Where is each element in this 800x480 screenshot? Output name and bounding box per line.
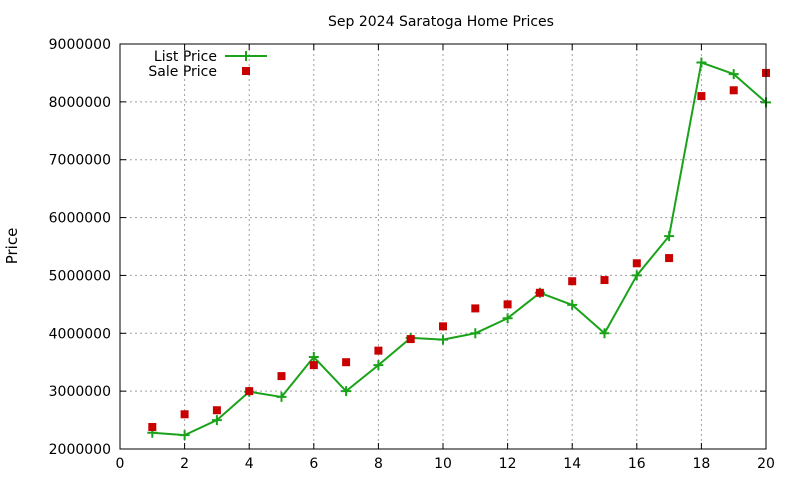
x-axis-tick-labels: 0 2 4 6 8 10 12 14 16 18 20	[116, 456, 775, 472]
x-tick-label: 6	[309, 456, 318, 472]
sale-price-point	[568, 277, 577, 286]
y-tick-label: 6000000	[49, 211, 111, 227]
y-tick-label: 4000000	[49, 326, 111, 342]
list-price-point	[373, 360, 384, 371]
x-tick-label: 2	[180, 456, 189, 472]
list-price-point	[341, 386, 352, 397]
y-tick-label: 9000000	[49, 37, 111, 53]
y-axis-tick-labels: 2000000 3000000 4000000 5000000 6000000 70000…	[49, 37, 111, 458]
sale-price-point	[148, 423, 157, 432]
list-price-point	[599, 328, 610, 339]
chart-title: Sep 2024 Saratoga Home Prices	[328, 14, 554, 30]
plot-area	[147, 57, 771, 441]
x-tick-label: 16	[628, 456, 646, 472]
sale-price-point	[277, 372, 286, 381]
sale-price-point	[503, 300, 512, 309]
sale-price-point	[665, 254, 674, 263]
sale-price-point	[406, 335, 415, 344]
list-price-point	[664, 231, 675, 242]
list-price-line	[152, 61, 767, 437]
sale-price-point	[697, 92, 706, 101]
sale-price-point	[212, 406, 221, 415]
x-tick-label: 20	[757, 456, 775, 472]
y-tick-label: 8000000	[49, 95, 111, 111]
x-tick-label: 14	[563, 456, 581, 472]
sale-price-point	[374, 346, 383, 355]
sale-price-point	[439, 322, 447, 331]
plot-frame	[119, 43, 767, 450]
list-price-point	[308, 352, 319, 363]
sale-price-point	[245, 387, 254, 396]
sale-price-point	[342, 358, 351, 367]
x-tick-label: 18	[692, 456, 710, 472]
list-price-point	[728, 69, 739, 80]
sale-price-point	[309, 361, 318, 370]
list-price-point	[276, 391, 287, 402]
list-price-point	[179, 430, 190, 441]
list-price-point	[567, 299, 578, 310]
list-price-point	[438, 334, 448, 345]
legend-label-list-price: List Price	[154, 49, 217, 65]
grid-lines	[120, 44, 766, 449]
sale-price-point	[632, 259, 641, 268]
list-price-point	[502, 313, 513, 324]
x-tick-label: 0	[116, 456, 125, 472]
x-tick-label: 10	[434, 456, 452, 472]
legend-sale-price-marker	[242, 67, 250, 75]
x-tick-label: 12	[499, 456, 517, 472]
list-price-point	[470, 328, 481, 339]
x-tick-label: 4	[245, 456, 254, 472]
sale-price-point	[729, 86, 738, 95]
y-axis-title: Price	[3, 228, 21, 265]
list-price-point	[211, 415, 222, 426]
y-tick-label: 5000000	[49, 268, 111, 284]
legend: List Price Sale Price	[148, 49, 267, 80]
sale-price-point	[600, 276, 609, 285]
list-price-point	[696, 57, 707, 68]
sale-price-point	[471, 304, 480, 313]
sale-price-point	[535, 288, 544, 297]
y-tick-label: 3000000	[49, 384, 111, 400]
x-tick-label: 8	[374, 456, 383, 472]
legend-swatch-list-price	[225, 51, 267, 61]
legend-label-sale-price: Sale Price	[148, 64, 217, 80]
sale-price-point	[180, 410, 189, 419]
legend-list-price-marker	[241, 51, 251, 61]
legend-swatch-sale-price	[242, 67, 250, 75]
y-tick-label: 2000000	[49, 442, 111, 458]
y-tick-label: 7000000	[49, 153, 111, 169]
list-price-point	[631, 270, 642, 281]
